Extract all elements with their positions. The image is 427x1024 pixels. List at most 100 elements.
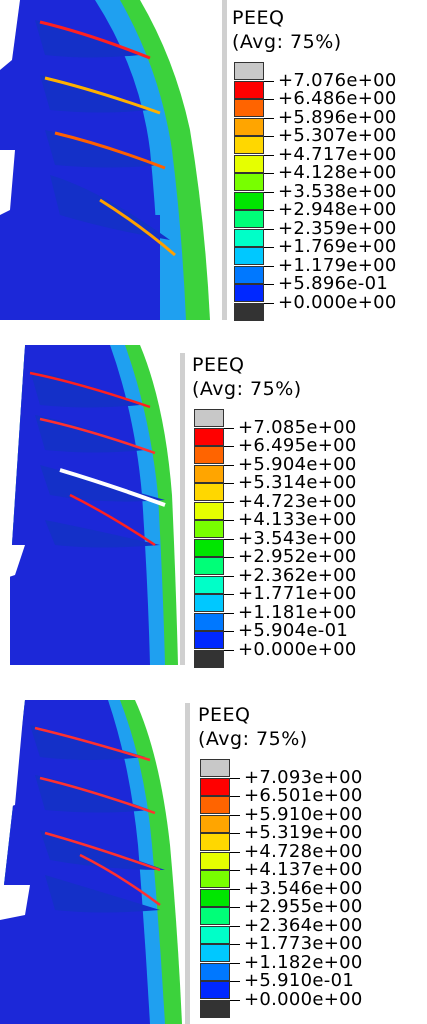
legend-label: +0.000e+00 <box>278 291 397 313</box>
legend-tick <box>264 210 274 211</box>
legend-label: +4.128e+00 <box>278 162 397 183</box>
legend-swatch <box>194 649 224 668</box>
legend-swatch <box>194 409 224 427</box>
panel-1: PEEQ (Avg: 75%) +7.076e+00 +6.486e+00 +5.8… <box>0 0 427 330</box>
color-legend-3: +7.093e+00 +6.501e+00 +5.910e+00 +5.319e+00… <box>200 759 425 1018</box>
legend-swatch <box>234 247 264 265</box>
legend-tick <box>224 520 234 521</box>
contour-plot-1 <box>0 0 220 320</box>
legend-swatch <box>200 999 230 1018</box>
legend-swatch <box>234 173 264 191</box>
legend-swatch <box>194 446 224 464</box>
legend-swatch <box>234 302 264 321</box>
legend-tick <box>230 833 240 834</box>
legend-swatch <box>194 520 224 538</box>
legend-swatch <box>194 464 224 483</box>
legend-tick <box>230 870 240 871</box>
legend-swatch <box>200 814 230 833</box>
legend-title-3: PEEQ <box>198 704 251 726</box>
legend-subtitle-3: (Avg: 75%) <box>198 728 308 750</box>
legend-swatch <box>234 80 264 99</box>
legend-swatch <box>194 612 224 631</box>
legend-tick <box>264 117 274 119</box>
legend-subtitle-1: (Avg: 75%) <box>232 31 342 53</box>
legend-tick <box>230 962 240 964</box>
legend-tick <box>264 228 274 230</box>
legend-label: +1.181e+00 <box>238 601 357 623</box>
legend-swatch <box>194 575 224 594</box>
legend-tick <box>224 427 234 429</box>
legend-swatch <box>200 944 230 962</box>
legend-tick <box>230 907 240 908</box>
legend-tick <box>264 154 274 156</box>
legend-label: +1.179e+00 <box>278 254 397 276</box>
legend-swatch <box>200 777 230 796</box>
legend-tick <box>224 649 234 651</box>
divider-2 <box>180 353 185 665</box>
legend-label: +5.314e+00 <box>238 472 357 493</box>
legend-label: +4.717e+00 <box>278 143 397 165</box>
divider-1 <box>222 0 227 320</box>
legend-swatch <box>200 796 230 814</box>
legend-tick <box>264 99 274 100</box>
legend-swatch <box>194 594 224 612</box>
legend-swatch <box>200 925 230 944</box>
legend-tick <box>230 777 240 779</box>
legend-label: +4.728e+00 <box>244 840 363 862</box>
legend-label: +4.723e+00 <box>238 490 357 512</box>
legend-label: +7.093e+00 <box>244 766 363 788</box>
legend-tick <box>264 247 274 248</box>
legend-swatch <box>200 851 230 870</box>
contour-plot-3 <box>0 695 185 1024</box>
legend-label: +4.133e+00 <box>238 509 357 530</box>
legend-title-2: PEEQ <box>192 354 245 376</box>
legend-swatch <box>234 284 264 302</box>
legend-tick <box>264 302 274 304</box>
legend-tick <box>230 999 240 1001</box>
legend-swatch <box>194 427 224 446</box>
legend-tick <box>264 136 274 137</box>
legend-tick <box>264 191 274 193</box>
legend-label: +6.486e+00 <box>278 88 397 109</box>
legend-title-1: PEEQ <box>232 7 285 29</box>
legend-swatch <box>234 191 264 210</box>
legend-label: +7.085e+00 <box>238 416 357 438</box>
legend-label: +1.773e+00 <box>244 933 363 954</box>
legend-tick <box>264 173 274 174</box>
legend-tick <box>230 944 240 945</box>
legend-swatch <box>194 501 224 520</box>
legend-tick <box>230 796 240 797</box>
legend-tick <box>264 265 274 267</box>
legend-swatch <box>200 833 230 851</box>
panel-2: PEEQ (Avg: 75%) +7.085e+00 +6.495e+00 +5.9… <box>0 345 427 675</box>
legend-swatch <box>234 136 264 154</box>
legend-tick <box>224 594 234 595</box>
legend-label: +2.359e+00 <box>278 217 397 239</box>
color-legend-1: +7.076e+00 +6.486e+00 +5.896e+00 +5.307e+00… <box>234 62 424 321</box>
legend-tick <box>224 612 234 614</box>
legend-swatch <box>200 907 230 925</box>
legend-label: +3.543e+00 <box>238 527 357 549</box>
color-legend-2: +7.085e+00 +6.495e+00 +5.904e+00 +5.314e+00… <box>194 409 424 668</box>
divider-3 <box>185 703 190 1024</box>
legend-tick <box>224 501 234 503</box>
legend-label: +5.319e+00 <box>244 822 363 843</box>
legend-tick <box>224 446 234 447</box>
legend-swatch <box>234 228 264 247</box>
legend-label: +7.076e+00 <box>278 69 397 91</box>
legend-tick <box>230 814 240 816</box>
legend-label: +2.364e+00 <box>244 914 363 936</box>
legend-label: +4.137e+00 <box>244 859 363 880</box>
legend-swatch <box>200 759 230 777</box>
legend-label: +5.904e-01 <box>238 620 349 641</box>
legend-tick <box>224 557 234 558</box>
legend-swatch <box>234 210 264 228</box>
legend-label: +1.771e+00 <box>238 583 357 604</box>
legend-label: +2.952e+00 <box>238 546 357 567</box>
legend-tick <box>224 483 234 484</box>
legend-label: +5.307e+00 <box>278 125 397 146</box>
legend-label: +5.896e+00 <box>278 106 397 128</box>
legend-swatch <box>194 483 224 501</box>
legend-swatch <box>194 631 224 649</box>
legend-label: +2.955e+00 <box>244 896 363 917</box>
